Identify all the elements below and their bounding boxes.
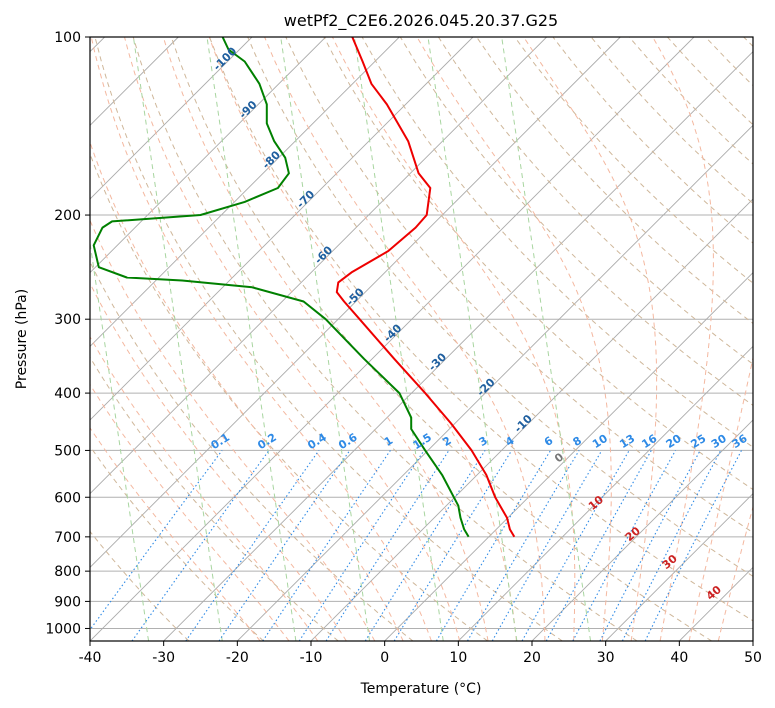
x-tick-label: 30 [597,650,615,666]
isotherm-line [90,37,695,641]
isotherm-line [752,640,753,641]
x-tick-label: 0 [380,650,389,666]
mixing-ratio-line [644,450,742,641]
isotherm-line [384,272,753,641]
y-tick-label: 700 [54,530,81,546]
isotherm-line [163,51,753,641]
dry-adiabat-line [209,37,753,622]
y-tick-label: 800 [54,564,81,580]
mixing-ratio-line [621,450,722,641]
isotherm-line [237,124,753,641]
equivalent-line [280,37,371,641]
mixing-ratio-line [131,450,270,641]
dry-adiabat-line [90,445,264,641]
wet-adiabat-line [90,383,290,641]
background-lines [90,37,753,641]
dewpoint-line [92,37,470,538]
equivalent-line [501,37,592,641]
mixing-ratio-line [90,450,223,631]
wet-adiabat-line [208,37,517,641]
x-tick-label: -10 [300,650,323,666]
y-tick-label: 200 [54,208,81,224]
y-axis-title: Pressure (hPa) [14,289,30,389]
plot-background [90,37,753,641]
mixing-ratio-line [218,450,351,641]
dry-adiabat-line [514,37,753,284]
equivalent-line [90,239,150,641]
y-tick-label: 400 [54,386,81,402]
y-tick-label: 900 [54,594,81,610]
plot-frame [89,36,754,642]
dry-adiabat-line [90,530,190,641]
x-tick-label: -30 [152,650,175,666]
wet-adiabat-line [90,426,261,641]
equivalent-line [353,37,444,641]
wet-adiabat-line [90,140,404,641]
equivalent-line [427,37,518,641]
mixing-ratio-line [393,450,513,641]
dry-adiabat-line [90,152,488,641]
x-tick-label: -40 [79,650,102,666]
x-tick-label: 40 [670,650,688,666]
mixing-ratio-line [521,450,630,641]
y-tick-label: 1000 [45,621,81,637]
series-lines [92,37,516,538]
y-tick-label: 100 [54,30,81,46]
y-tick-label: 300 [54,312,81,328]
x-tick-label: 50 [744,650,762,666]
mixing-ratio-line [572,450,676,641]
temperature-line [335,37,516,538]
isotherm-line [90,37,621,568]
x-axis: -40 -30 -20 -10 0 10 20 30 40 50 [79,641,762,666]
wet-adiabat-line [90,336,319,641]
mixing-ratio-line [298,450,425,641]
dry-adiabat-line [94,37,563,641]
wet-adiabat-line [264,37,546,641]
y-axis: 100 200 300 400 500 600 700 800 900 1000 [45,30,90,637]
mixing-ratio-line [545,450,652,641]
x-axis-title: Temperature (°C) [360,681,482,697]
mixing-ratio-line [262,450,391,641]
dry-adiabat-line [399,37,753,407]
equivalent-line [206,37,297,641]
dry-adiabat-line [285,37,753,534]
wet-adiabat-line [523,37,658,641]
isotherm-line [90,37,400,347]
mixing-ratio-line [325,450,450,641]
isotherm-line [90,37,326,274]
wet-adiabat-line [162,37,489,641]
x-tick-label: 10 [449,650,467,666]
chart-title: wetPf2_C2E6.2026.045.20.37.G25 [284,11,558,31]
dry-adiabat-line [90,356,339,641]
y-tick-label: 500 [54,443,81,459]
isotherm-line [458,345,753,641]
x-tick-label: 20 [523,650,541,666]
isotherm-line [605,493,753,641]
x-tick-label: -20 [226,650,249,666]
isotherm-line [90,37,474,421]
dry-adiabat-line [170,37,712,641]
wet-adiabat-line [90,219,376,641]
isotherm-line [531,419,753,641]
wet-adiabat-line [416,37,612,641]
wet-adiabat-line [331,37,576,641]
wet-adiabat-line [652,37,714,641]
mixing-ratio-line [185,450,320,641]
dry-adiabat-line [90,260,414,641]
dry-adiabat-line [247,37,753,577]
y-tick-label: 600 [54,490,81,506]
isotherm-line [90,37,253,200]
isotherm-line [90,37,547,495]
wet-adiabat-line [124,37,461,641]
